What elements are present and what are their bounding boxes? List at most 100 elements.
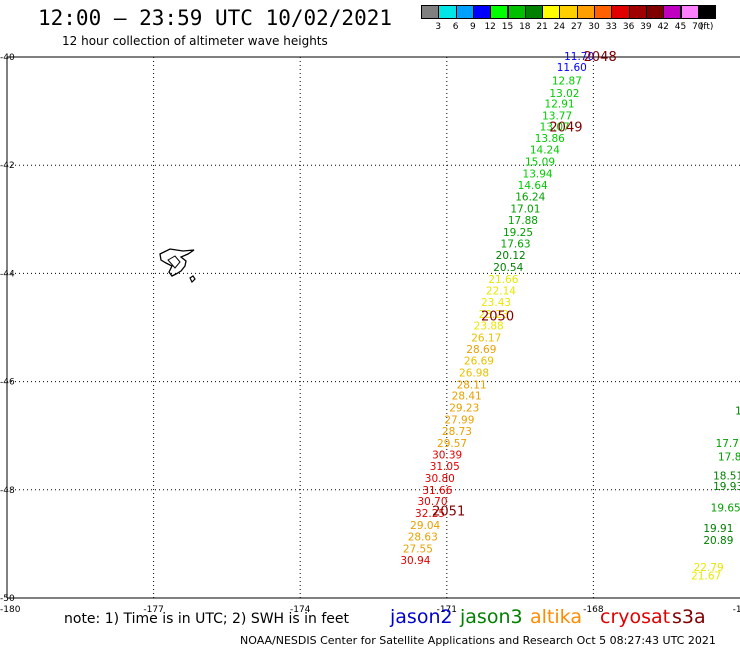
scale-label: 6 <box>452 22 459 32</box>
wave-height-value: 26.98 <box>459 367 489 379</box>
wave-height-value: 17.88 <box>508 215 538 227</box>
wave-height-value: 30.39 <box>432 450 462 462</box>
wave-height-value: 13.07 <box>540 121 570 133</box>
legend-item-s3a: s3a <box>672 606 706 628</box>
track-time-label: 2048 <box>584 50 617 65</box>
wave-height-value: 19.65 <box>711 503 740 515</box>
wave-height-value: 23.88 <box>474 320 504 332</box>
legend-item-jason3: jason3 <box>460 606 523 628</box>
track-time-label: 2049 <box>549 120 582 135</box>
wave-height-value: 27.99 <box>444 415 474 427</box>
wave-height-value: 28.63 <box>408 531 438 543</box>
wave-height-value: 12.91 <box>545 99 575 111</box>
page-title: 12:00 – 23:59 UTC 10/02/2021 <box>38 6 393 30</box>
wave-height-value: 21.67 <box>691 570 721 582</box>
island-coastline <box>159 248 195 277</box>
wave-height-value: 29.23 <box>449 403 479 415</box>
scale-label: 70 <box>692 22 704 32</box>
wave-height-value: 28.73 <box>442 426 472 438</box>
scale-label: 3 <box>435 22 442 32</box>
scale-label: 33 <box>605 22 618 32</box>
track-time-label: 2051 <box>432 504 465 519</box>
wave-height-value: 17.8 <box>718 451 740 463</box>
wave-height-value: 13.02 <box>549 88 579 100</box>
island-detail <box>167 255 181 269</box>
wave-height-value: 15.09 <box>525 156 555 168</box>
wave-height-value: 30.70 <box>417 496 447 508</box>
track-time-label: 2050 <box>481 310 514 325</box>
scale-label: 45 <box>674 22 687 32</box>
scale-label: 39 <box>640 22 652 32</box>
wave-height-value: 30.94 <box>400 555 430 567</box>
wave-height-value: 32.25 <box>415 508 445 520</box>
lat-tick-label: -40 <box>0 53 15 63</box>
legend-item-altika: altika <box>530 606 582 628</box>
wave-height-value: 26.17 <box>471 332 501 344</box>
scale-label: 21 <box>536 22 548 32</box>
wave-height-value: 19.25 <box>503 227 533 239</box>
wave-height-value: 19.91 <box>703 523 733 535</box>
footer-credit: NOAA/NESDIS Center for Satellite Applica… <box>240 634 716 647</box>
wave-height-value: 19.93 <box>713 481 740 493</box>
wave-height-value: 31.05 <box>430 461 460 473</box>
lon-tick-label: -177 <box>143 605 163 615</box>
wave-height-value: 29.57 <box>437 438 467 450</box>
scale-label: 18 <box>519 22 531 32</box>
lon-tick-label: -171 <box>437 605 457 615</box>
wave-height-value: 13.77 <box>542 111 572 123</box>
wave-height-value: 22.14 <box>486 285 516 297</box>
wave-height-value: 12.87 <box>552 75 582 87</box>
wave-height-value: 26.69 <box>464 356 494 368</box>
wave-height-value: 28.11 <box>457 379 487 391</box>
wave-height-value: 18.51 <box>713 470 740 482</box>
scale-label: 36 <box>622 22 635 32</box>
wave-height-value: 11.60 <box>557 62 587 74</box>
lon-tick-label: -16 <box>733 605 740 615</box>
wave-height-value: 23.23 <box>479 309 509 321</box>
wave-height-value: 19. <box>735 405 740 417</box>
wave-height-value: 13.94 <box>523 168 553 180</box>
wave-height-value: 22.79 <box>694 562 724 574</box>
legend-item-cryosat: cryosat <box>600 606 671 628</box>
lon-tick-label: -180 <box>0 605 21 615</box>
legend-item-jason2: jason2 <box>390 606 453 628</box>
lon-tick-label: -174 <box>290 605 311 615</box>
scale-label: 42 <box>657 22 669 32</box>
wave-height-value: 30.80 <box>425 473 455 485</box>
lat-tick-label: -50 <box>0 594 15 604</box>
scale-label: 24 <box>553 22 566 32</box>
wave-height-value: 27.55 <box>403 543 433 555</box>
page-subtitle: 12 hour collection of altimeter wave hei… <box>62 34 328 48</box>
lat-tick-label: -46 <box>0 378 15 388</box>
wave-height-value: 23.43 <box>481 297 511 309</box>
wave-height-value: 14.24 <box>530 145 560 157</box>
wave-height-value: 21.66 <box>488 274 518 286</box>
scale-label: 12 <box>484 22 496 32</box>
lat-tick-label: -42 <box>0 161 15 171</box>
wave-height-value: 14.64 <box>518 180 548 192</box>
lat-tick-label: -48 <box>0 486 15 496</box>
scale-label: 30 <box>588 22 600 32</box>
lat-tick-label: -44 <box>0 269 15 279</box>
wave-height-value: 28.69 <box>466 344 496 356</box>
scale-label: 9 <box>470 22 476 32</box>
lon-tick-label: -168 <box>583 605 604 615</box>
wave-height-value: 28.41 <box>452 391 482 403</box>
wave-height-value: 29.04 <box>410 520 440 532</box>
scale-unit: (ft) <box>699 22 714 32</box>
wave-height-value: 20.89 <box>703 535 733 547</box>
units-note: note: 1) Time is in UTC; 2) SWH is in fe… <box>64 611 350 627</box>
wave-height-value: 11.70 <box>564 51 594 63</box>
wave-height-value: 31.66 <box>422 485 452 497</box>
scale-swatch <box>697 5 717 19</box>
scale-label: 27 <box>570 22 583 32</box>
wave-height-value: 13.86 <box>535 133 565 145</box>
wave-height-value: 20.54 <box>493 262 523 274</box>
wave-height-value: 17.7 <box>716 438 739 450</box>
scale-label: 15 <box>501 22 514 32</box>
wave-height-value: 17.01 <box>510 204 540 216</box>
wave-height-value: 17.63 <box>501 239 531 251</box>
wave-height-value: 16.24 <box>515 192 545 204</box>
islet-coastline <box>189 275 196 284</box>
